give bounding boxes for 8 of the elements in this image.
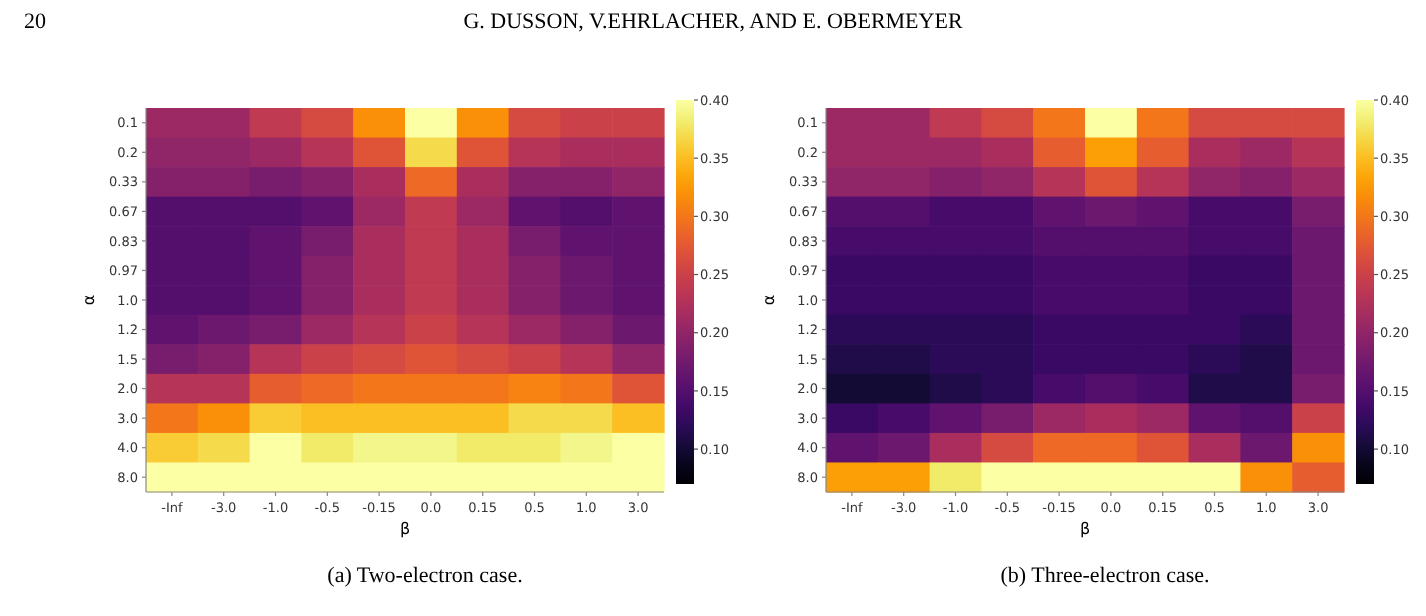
y-axis-title: α (760, 294, 778, 306)
text: 20 (24, 10, 47, 34)
x-axis-title: β (399, 520, 411, 538)
y-axis-title: α (80, 294, 98, 306)
text: G. DUSSON, V.EHRLACHER, AND E. OBERMEYER (463, 10, 964, 34)
text: (b) Three-electron case. (1000, 564, 1211, 588)
text: (a) Two-electron case. (327, 564, 524, 588)
x-axis-title: β (1079, 520, 1091, 538)
